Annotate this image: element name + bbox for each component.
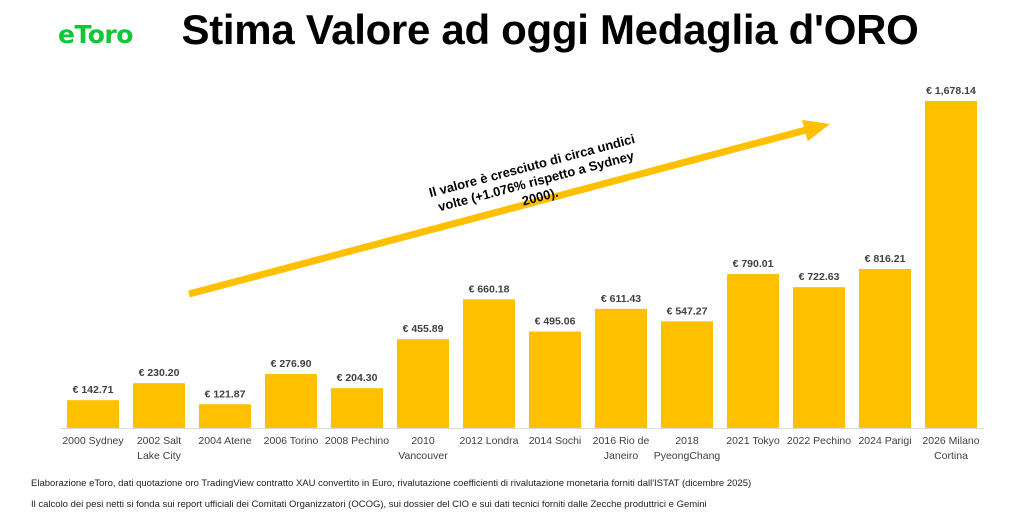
bar	[661, 321, 713, 428]
x-tick-label: 2002 Salt	[137, 435, 181, 447]
bar	[397, 339, 449, 428]
data-label: € 495.06	[535, 316, 576, 328]
data-label: € 547.27	[667, 305, 708, 317]
data-label: € 204.30	[337, 372, 378, 384]
bar	[199, 404, 251, 428]
data-label: € 1,678.14	[926, 85, 976, 97]
x-tick-label: 2012 Londra	[460, 435, 519, 447]
bar	[529, 331, 581, 428]
growth-arrow	[188, 126, 807, 298]
bar	[331, 388, 383, 428]
footnote-source: Elaborazione eToro, dati quotazione oro …	[31, 478, 752, 489]
bar	[727, 274, 779, 428]
x-tick-label: Lake City	[137, 450, 182, 462]
bar	[67, 400, 119, 428]
bar	[265, 374, 317, 428]
chart-title: Stima Valore ad oggi Medaglia d'ORO	[181, 6, 919, 53]
data-label: € 722.63	[799, 271, 840, 283]
footnote-methodology: Il calcolo dei pesi netti si fonda sui r…	[31, 499, 707, 510]
x-tick-label: 2000 Sydney	[62, 435, 124, 447]
data-label: € 660.18	[469, 283, 510, 295]
x-tick-label: PyeongChang	[654, 450, 721, 462]
data-label: € 455.89	[403, 323, 444, 335]
growth-arrow-head	[802, 120, 830, 142]
bar	[133, 383, 185, 428]
x-tick-label: 2026 Milano	[922, 435, 979, 447]
etoro-logo: eToro	[58, 20, 133, 49]
data-label: € 121.87	[205, 388, 246, 400]
x-tick-label: 2004 Atene	[198, 435, 251, 447]
data-label: € 276.90	[271, 358, 312, 370]
bar	[463, 299, 515, 428]
x-tick-label: 2008 Pechino	[325, 435, 389, 447]
x-tick-label: 2022 Pechino	[787, 435, 851, 447]
x-tick-label: 2024 Parigi	[858, 435, 911, 447]
x-tick-label: 2006 Torino	[264, 435, 319, 447]
data-label: € 790.01	[733, 258, 774, 270]
x-tick-label: 2014 Sochi	[529, 435, 582, 447]
x-tick-label: 2018	[675, 435, 699, 447]
x-tick-label: 2021 Tokyo	[726, 435, 780, 447]
data-label: € 611.43	[601, 293, 641, 305]
bar	[925, 101, 977, 428]
bar	[595, 308, 647, 428]
x-tick-label: Vancouver	[398, 450, 448, 462]
x-tick-label: 2010	[411, 435, 435, 447]
x-tick-label: 2016 Rio de	[593, 435, 650, 447]
bar	[859, 268, 911, 428]
data-label: € 230.20	[139, 367, 180, 379]
x-tick-label: Cortina	[934, 450, 968, 462]
data-label: € 816.21	[865, 253, 906, 265]
x-tick-label: Janeiro	[604, 450, 639, 462]
data-label: € 142.71	[73, 384, 114, 396]
bar	[793, 287, 845, 428]
